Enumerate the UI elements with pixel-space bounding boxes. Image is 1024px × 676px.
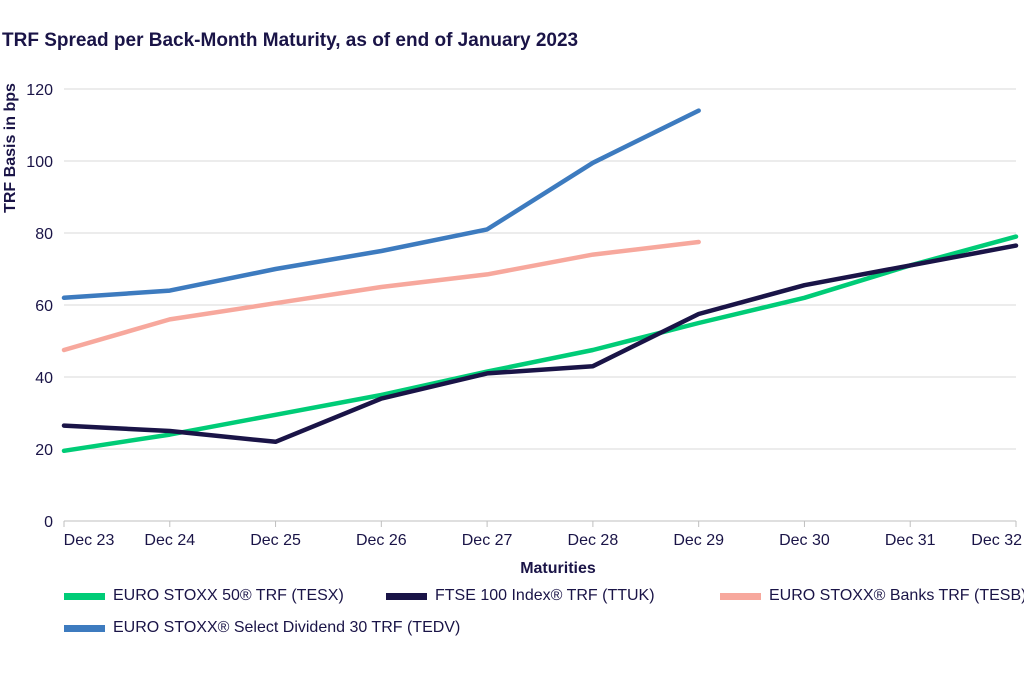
legend-item-tesb: EURO STOXX® Banks TRF (TESB) [720,587,1024,605]
x-tick-label: Dec 30 [779,532,830,549]
legend-item-tesx: EURO STOXX 50® TRF (TESX) [64,587,344,605]
series-line-3 [61,108,701,301]
series-line-0 [61,234,1019,454]
x-tick-label: Dec 27 [462,532,513,549]
y-tick-label: 0 [44,514,53,531]
x-tick-label: Dec 32 [971,532,1022,549]
x-tick-label: Dec 29 [673,532,724,549]
legend-swatch-tesb [720,592,761,600]
y-axis-title: TRF Basis in bps [2,83,19,213]
x-axis-title: Maturities [520,560,596,577]
legend-item-tedv: EURO STOXX® Select Dividend 30 TRF (TEDV… [64,619,460,637]
x-tick-label: Dec 25 [250,532,301,549]
gridlines [64,88,1016,450]
x-tick-label: Dec 31 [885,532,936,549]
legend-item-ttuk: FTSE 100 Index® TRF (TTUK) [386,587,655,605]
chart-title: TRF Spread per Back-Month Maturity, as o… [2,30,579,51]
y-tick-label: 40 [35,370,53,387]
x-tick-label: Dec 26 [356,532,407,549]
y-tick-label: 80 [35,226,53,243]
x-tick-label: Dec 23 [64,532,115,549]
series-line-2 [61,239,701,353]
y-tick-label: 60 [35,298,53,315]
legend-label-tesx: EURO STOXX 50® TRF (TESX) [113,587,344,604]
series-line-1 [61,243,1019,445]
axes: 0 20 40 60 80 100 120 Dec 23 Dec 24 Dec 25 Dec 26 D… [2,82,1022,577]
y-tick-label: 120 [26,82,53,99]
x-tick-label: Dec 24 [144,532,195,549]
legend-swatch-tedv [64,624,105,632]
legend-swatch-ttuk [386,592,427,600]
series-lines [61,108,1019,454]
y-tick-label: 20 [35,442,53,459]
legend-label-tedv: EURO STOXX® Select Dividend 30 TRF (TEDV… [113,619,461,636]
y-tick-label: 100 [26,154,53,171]
x-tick-label: Dec 28 [568,532,619,549]
legend-swatch-tesx [64,592,105,600]
legend-label-tesb: EURO STOXX® Banks TRF (TESB) [769,587,1024,604]
legend-label-ttuk: FTSE 100 Index® TRF (TTUK) [435,587,655,604]
